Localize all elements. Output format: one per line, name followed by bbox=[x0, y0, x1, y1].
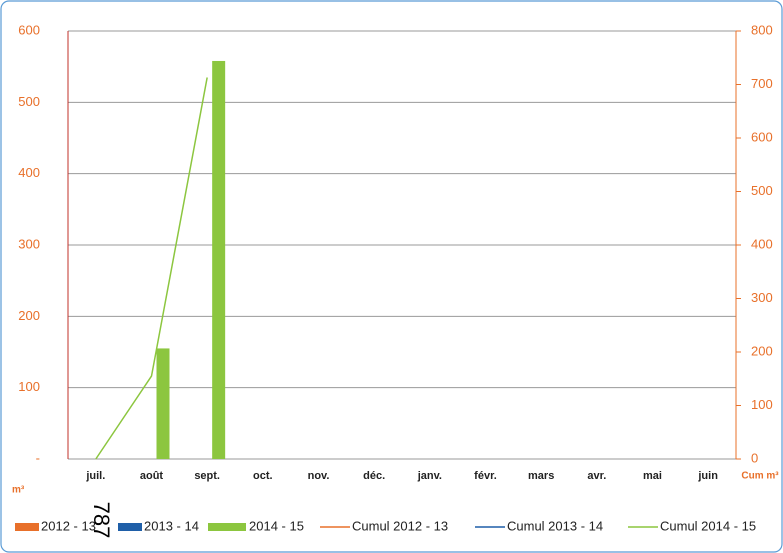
y2-tick-label: 400 bbox=[751, 236, 773, 251]
y2-tick-label: 100 bbox=[751, 397, 773, 412]
y2-tick-label: 800 bbox=[751, 22, 773, 37]
x-tick-label: mars bbox=[528, 470, 554, 482]
bar bbox=[156, 348, 170, 459]
x-tick-label: oct. bbox=[253, 470, 273, 482]
legend-label: Cumul 2012 - 13 bbox=[352, 518, 448, 533]
y2-tick-label: 200 bbox=[751, 343, 773, 358]
y2-tick-label: 600 bbox=[751, 129, 773, 144]
legend-label: 2012 - 13 bbox=[41, 518, 96, 533]
annotation: 787 bbox=[89, 502, 114, 539]
legend-swatch bbox=[118, 523, 142, 531]
y2-tick-label: 700 bbox=[751, 76, 773, 91]
x-tick-label: avr. bbox=[587, 470, 606, 482]
x-tick-label: juil. bbox=[85, 470, 105, 482]
x-tick-label: déc. bbox=[363, 470, 385, 482]
x-tick-label: juin bbox=[697, 470, 718, 482]
y2-axis-label: Cum m³ bbox=[741, 471, 779, 482]
y-tick-label: 600 bbox=[18, 22, 40, 37]
bar bbox=[212, 60, 226, 460]
y-tick-label: 400 bbox=[18, 165, 40, 180]
y2-tick-label: 300 bbox=[751, 290, 773, 305]
legend-label: Cumul 2014 - 15 bbox=[660, 518, 756, 533]
legend-label: 2013 - 14 bbox=[144, 518, 199, 533]
y-tick-label: 100 bbox=[18, 379, 40, 394]
legend-label: 2014 - 15 bbox=[249, 518, 304, 533]
y2-tick-label: 500 bbox=[751, 183, 773, 198]
x-tick-label: août bbox=[140, 470, 164, 482]
x-tick-label: nov. bbox=[308, 470, 330, 482]
legend-swatch bbox=[15, 523, 39, 531]
x-tick-label: févr. bbox=[474, 470, 497, 482]
y-tick-label: 500 bbox=[18, 94, 40, 109]
y-tick-label: 300 bbox=[18, 236, 40, 251]
y-tick-label: - bbox=[36, 450, 40, 465]
y-axis-label: m³ bbox=[12, 485, 25, 496]
line bbox=[95, 77, 208, 460]
y2-tick-label: 0 bbox=[751, 450, 758, 465]
x-tick-label: mai bbox=[643, 470, 662, 482]
legend-swatch bbox=[208, 523, 246, 531]
y-tick-label: 200 bbox=[18, 308, 40, 323]
x-tick-label: janv. bbox=[417, 470, 442, 482]
x-tick-label: sept. bbox=[194, 470, 220, 482]
legend-label: Cumul 2013 - 14 bbox=[507, 518, 603, 533]
